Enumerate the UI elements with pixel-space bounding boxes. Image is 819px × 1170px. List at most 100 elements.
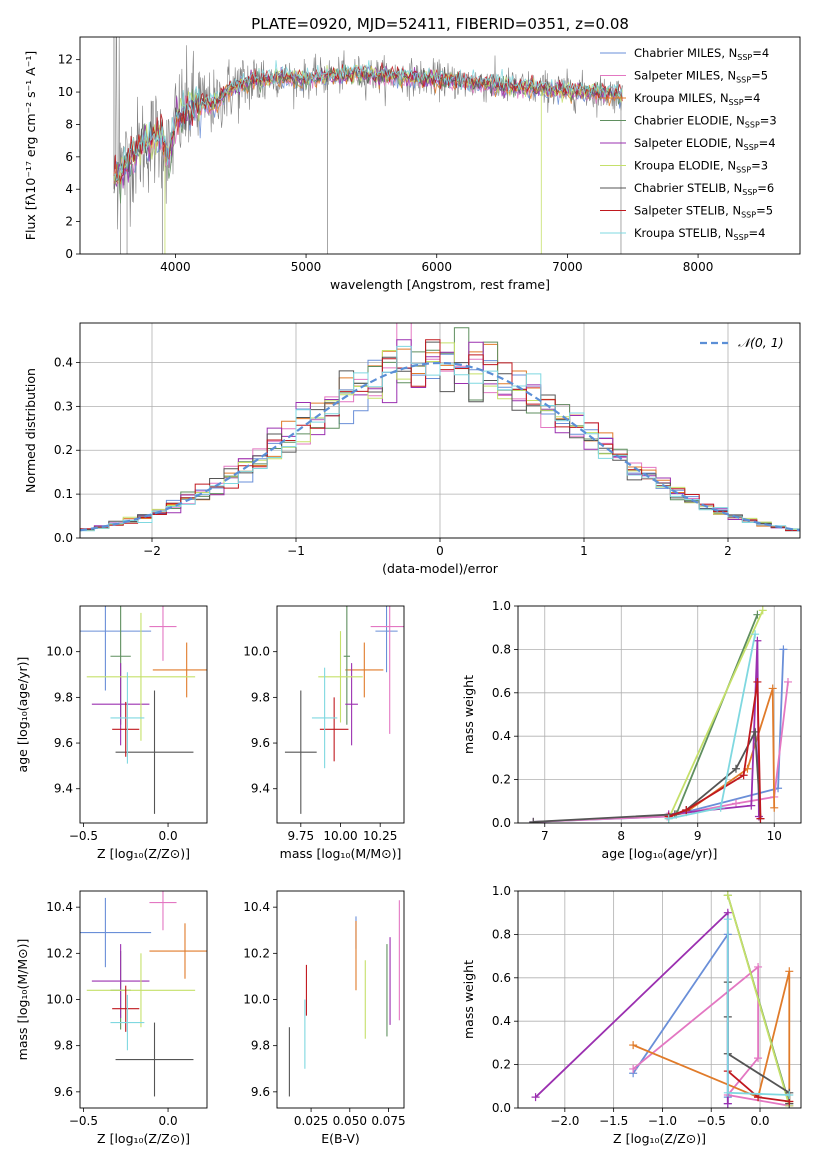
x-tick-label: 0.0 <box>159 829 178 843</box>
x-tick-label: 10.25 <box>363 829 397 843</box>
y-tick-label: 0 <box>65 247 73 261</box>
legend-entry-salpeter-stelib: Salpeter STELIB, NSSP=5 <box>634 204 773 220</box>
x-tick-label: −2 <box>143 544 161 558</box>
y-tick-label: 10.0 <box>243 993 270 1007</box>
series-marker-salpeter-elodie <box>753 636 762 645</box>
axes-mass-vs-Z: −0.5 0.0 9.6 9.8 10.0 10.2 10.4 Z [log₁₀(Z/Z⊙)]… <box>15 890 208 1146</box>
y-tick-label: 9.6 <box>251 736 270 750</box>
legend-entry-kroupa-stelib: Kroupa STELIB, NSSP=4 <box>634 226 765 242</box>
y-tick-label: 0.2 <box>492 773 511 787</box>
y-axis-label: mass [log₁₀(M/M⊙)] <box>15 939 30 1061</box>
spectrum-model-chabrier-stelib <box>113 66 623 194</box>
y-tick-label: 9.4 <box>251 782 270 796</box>
x-tick-label: 0 <box>436 544 444 558</box>
axes-mass-weight-vs-age: 7 8 9 10 0.0 0.2 0.4 0.6 0.8 1.0 age [log₁₀(age/yr… <box>461 599 802 861</box>
y-axis-label: age [log₁₀(age/yr)] <box>15 657 30 773</box>
legend-entry-kroupa-miles: Kroupa MILES, NSSP=4 <box>634 91 760 107</box>
series-marker-salpeter-miles <box>783 677 792 686</box>
y-tick-label: 10.4 <box>46 900 73 914</box>
y-tick-label: 10 <box>58 85 73 99</box>
y-axis-label: Normed distribution <box>23 368 38 493</box>
series-marker-kroupa-miles <box>768 684 777 693</box>
y-tick-label: 9.8 <box>54 690 73 704</box>
series-marker-chabrier-stelib <box>731 764 740 773</box>
y-axis-label: Flux [fλ10⁻¹⁷ erg cm⁻² s⁻¹ A⁻¹] <box>23 51 38 240</box>
x-tick-label: 0.0 <box>750 1114 769 1128</box>
axes-spectrum: 4000 5000 6000 7000 8000 0 2 4 6 8 10 12 wavelength … <box>23 36 801 292</box>
x-tick-label: 7000 <box>552 260 583 274</box>
series-marker-chabrier-stelib <box>529 817 538 823</box>
axes-frame <box>79 322 801 539</box>
errorbar-salpeter-stelib <box>112 701 140 757</box>
axes-mass-vs-ebv: 0.025 0.050 0.075 9.6 9.8 10.0 10.2 10.4 E(B-V) <box>243 890 406 1146</box>
errorbar-kroupa-miles <box>149 923 207 979</box>
spectrum-model-salpeter-stelib <box>113 62 623 183</box>
y-tick-label: 1.0 <box>492 884 511 898</box>
figure-title: PLATE=0920, MJD=52411, FIBERID=0351, z=0… <box>251 15 629 33</box>
y-tick-label: 4 <box>65 182 73 196</box>
errorbar-salpeter-miles <box>149 606 177 661</box>
x-tick-label: 4000 <box>160 260 191 274</box>
x-tick-label: 0.075 <box>371 1114 405 1128</box>
x-axis-label: age [log₁₀(age/yr)] <box>602 846 718 861</box>
errorbar-kroupa-miles <box>152 642 207 698</box>
y-tick-label: 10.0 <box>46 645 73 659</box>
errorbar-kroupa-stelib <box>110 672 145 764</box>
y-tick-label: 10.0 <box>243 645 270 659</box>
series-marker-kroupa-stelib <box>723 915 732 924</box>
series-marker-kroupa-elodie <box>758 606 767 615</box>
errorbar-chabrier-miles <box>80 897 152 968</box>
series-marker-salpeter-miles <box>754 1054 763 1063</box>
series-line-kroupa-miles <box>632 971 791 1102</box>
spectrum-legend: Chabrier MILES, NSSP=4 Salpeter MILES, NS… <box>600 46 777 242</box>
x-tick-label: 6000 <box>421 260 452 274</box>
y-tick-label: 9.6 <box>54 1085 73 1099</box>
x-axis-label: (data-model)/error <box>382 561 499 576</box>
x-tick-label: 10 <box>767 829 782 843</box>
legend-entry-normal: 𝒩(0, 1) <box>738 335 784 350</box>
series-marker-kroupa-stelib <box>716 803 725 812</box>
y-tick-label: 0.4 <box>492 729 511 743</box>
series-marker-kroupa-stelib <box>785 1090 794 1099</box>
x-tick-label: 9 <box>694 829 702 843</box>
y-tick-label: 2 <box>65 215 73 229</box>
x-tick-label: 5000 <box>291 260 322 274</box>
errorbar-salpeter-elodie <box>91 944 150 1018</box>
spectrum-model-kroupa-stelib <box>113 60 623 182</box>
y-axis-label: mass weight <box>461 675 476 754</box>
y-tick-label: 9.6 <box>54 736 73 750</box>
series-marker-salpeter-stelib <box>756 814 765 823</box>
x-axis-label: wavelength [Angstrom, rest frame] <box>330 277 550 292</box>
x-tick-label: −0.5 <box>697 1114 726 1128</box>
series-marker-kroupa-miles <box>770 803 779 812</box>
axes-age-vs-Z: −0.5 0.0 9.4 9.6 9.8 10.0 Z [log₁₀(Z/Z⊙)] age [… <box>15 605 208 861</box>
errorbar-chabrier-miles <box>375 606 398 673</box>
axes-frame <box>79 36 801 255</box>
normal-curve <box>80 361 800 532</box>
histogram-kroupa-stelib <box>80 345 800 532</box>
series-marker-kroupa-elodie <box>723 891 732 900</box>
errorbar-kroupa-stelib <box>311 667 338 769</box>
series-marker-salpeter-stelib <box>682 805 691 814</box>
series-marker-chabrier-miles <box>779 645 788 654</box>
residuals-legend: 𝒩(0, 1) <box>700 335 784 350</box>
plot-area-age-vs-Z <box>80 606 207 814</box>
series-line-chabrier-miles <box>533 649 785 823</box>
y-tick-label: 0.4 <box>54 355 73 369</box>
legend-entry-salpeter-miles: Salpeter MILES, NSSP=5 <box>634 69 768 85</box>
y-tick-label: 0.2 <box>492 1058 511 1072</box>
series-marker-kroupa-stelib <box>723 1088 732 1097</box>
y-tick-label: 0.6 <box>492 971 511 985</box>
axes-age-vs-mass: 9.75 10.00 10.25 9.4 9.6 9.8 10.0 mass [log₁₀(M… <box>243 605 405 861</box>
legend-entry-chabrier-miles: Chabrier MILES, NSSP=4 <box>634 46 769 62</box>
chart-layer: 4000 5000 6000 7000 8000024681012wavelength … <box>15 36 802 1146</box>
series-marker-salpeter-elodie <box>723 1099 732 1108</box>
x-tick-label: −1.5 <box>599 1114 628 1128</box>
x-axis-label: mass [log₁₀(M/M⊙)] <box>280 846 402 861</box>
series-marker-salpeter-stelib <box>753 677 762 686</box>
x-tick-label: 7 <box>541 829 549 843</box>
series-line-chabrier-elodie <box>675 614 759 815</box>
axes-frame <box>79 605 208 824</box>
series-marker-salpeter-miles <box>754 962 763 971</box>
x-tick-label: 9.75 <box>287 829 314 843</box>
